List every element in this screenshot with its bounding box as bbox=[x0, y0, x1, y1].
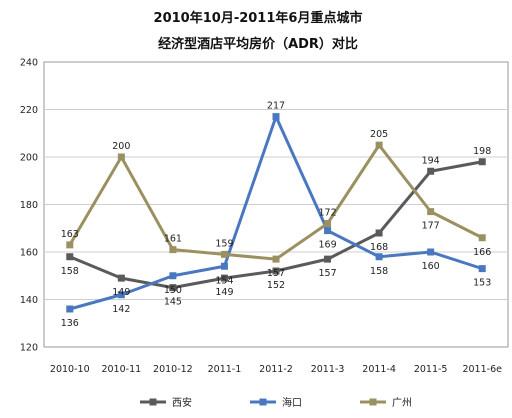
chart-title-line-1: 2010年10月-2011年6月重点城市 bbox=[154, 10, 363, 26]
x-tick-label: 2010-10 bbox=[50, 364, 90, 375]
data-label: 160 bbox=[422, 261, 440, 272]
data-label: 168 bbox=[370, 242, 388, 253]
data-point bbox=[478, 265, 486, 273]
y-tick-label: 180 bbox=[20, 200, 38, 211]
data-label: 169 bbox=[318, 240, 336, 251]
legend-swatch-marker bbox=[369, 398, 377, 406]
data-point bbox=[220, 262, 228, 270]
data-point bbox=[478, 158, 486, 166]
y-tick-label: 160 bbox=[20, 248, 38, 259]
x-tick-label: 2011-1 bbox=[208, 364, 242, 375]
data-label: 142 bbox=[112, 304, 130, 315]
data-point bbox=[375, 253, 383, 261]
data-label: 158 bbox=[61, 266, 79, 277]
data-label: 177 bbox=[422, 221, 440, 232]
y-tick-label: 140 bbox=[20, 295, 38, 306]
chart-title-line-2: 经济型酒店平均房价（ADR）对比 bbox=[158, 36, 358, 52]
data-label: 161 bbox=[164, 234, 182, 245]
data-label: 217 bbox=[267, 101, 285, 112]
data-labels: 1581491451491521571681941981361421501542… bbox=[61, 101, 492, 329]
data-point bbox=[117, 274, 125, 282]
data-point bbox=[272, 255, 280, 263]
data-label: 149 bbox=[112, 287, 130, 298]
data-label: 153 bbox=[473, 278, 491, 289]
data-point bbox=[169, 272, 177, 280]
data-label: 166 bbox=[473, 247, 491, 258]
x-tick-label: 2011-2 bbox=[259, 364, 293, 375]
legend-label: 广州 bbox=[392, 397, 412, 409]
data-label: 205 bbox=[370, 129, 388, 140]
data-point bbox=[375, 229, 383, 237]
y-tick-label: 200 bbox=[20, 153, 38, 164]
data-label: 163 bbox=[61, 229, 79, 240]
data-point bbox=[272, 113, 280, 121]
x-tick-label: 2011-6e bbox=[462, 364, 502, 375]
data-point bbox=[375, 141, 383, 149]
x-tick-label: 2011-4 bbox=[362, 364, 396, 375]
data-label: 172 bbox=[318, 208, 336, 219]
data-point bbox=[427, 167, 435, 175]
x-axis-tick-labels: 2010-10 2010-11 2010-12 2011-1 2011-2 2011-3 2… bbox=[50, 364, 502, 375]
x-tick-label: 2011-3 bbox=[311, 364, 345, 375]
y-axis-tick-labels: 120 140 160 180 200 220 240 bbox=[20, 58, 38, 354]
legend: 西安 海口 广州 bbox=[140, 396, 412, 409]
data-label: 200 bbox=[112, 141, 130, 152]
x-tick-label: 2011-5 bbox=[414, 364, 448, 375]
data-label: 150 bbox=[164, 285, 182, 296]
data-point bbox=[478, 234, 486, 242]
data-label: 152 bbox=[267, 280, 285, 291]
data-point bbox=[66, 305, 74, 313]
data-point bbox=[324, 227, 332, 235]
data-label: 194 bbox=[422, 155, 440, 166]
x-tick-label: 2010-11 bbox=[101, 364, 141, 375]
y-tick-label: 220 bbox=[20, 105, 38, 116]
data-label: 154 bbox=[215, 275, 233, 286]
legend-label: 西安 bbox=[172, 396, 192, 409]
data-point bbox=[117, 153, 125, 161]
data-label: 198 bbox=[473, 146, 491, 157]
data-point bbox=[324, 220, 332, 227]
data-label: 157 bbox=[318, 268, 336, 279]
data-label: 145 bbox=[164, 297, 182, 308]
data-label: 149 bbox=[215, 287, 233, 298]
data-point bbox=[272, 267, 280, 275]
data-point bbox=[324, 255, 332, 263]
x-tick-label: 2010-12 bbox=[153, 364, 193, 375]
data-point bbox=[220, 250, 228, 258]
data-point bbox=[66, 253, 74, 261]
series-markers bbox=[66, 113, 486, 313]
legend-label: 海口 bbox=[282, 396, 302, 409]
data-point bbox=[427, 208, 435, 216]
data-point bbox=[169, 246, 177, 254]
data-label: 159 bbox=[215, 238, 233, 249]
data-label: 157 bbox=[267, 268, 285, 279]
legend-swatch-marker bbox=[149, 398, 157, 406]
data-point bbox=[66, 241, 74, 249]
legend-swatch-marker bbox=[259, 398, 267, 406]
data-point bbox=[427, 248, 435, 256]
y-tick-label: 240 bbox=[20, 58, 38, 69]
data-label: 158 bbox=[370, 266, 388, 277]
data-point bbox=[220, 274, 228, 282]
chart-title: 2010年10月-2011年6月重点城市 经济型酒店平均房价（ADR）对比 bbox=[154, 10, 363, 52]
data-point bbox=[117, 291, 125, 299]
y-tick-label: 120 bbox=[20, 343, 38, 354]
data-point bbox=[169, 284, 177, 292]
data-label: 136 bbox=[61, 318, 79, 329]
series-line-2 bbox=[68, 143, 484, 261]
